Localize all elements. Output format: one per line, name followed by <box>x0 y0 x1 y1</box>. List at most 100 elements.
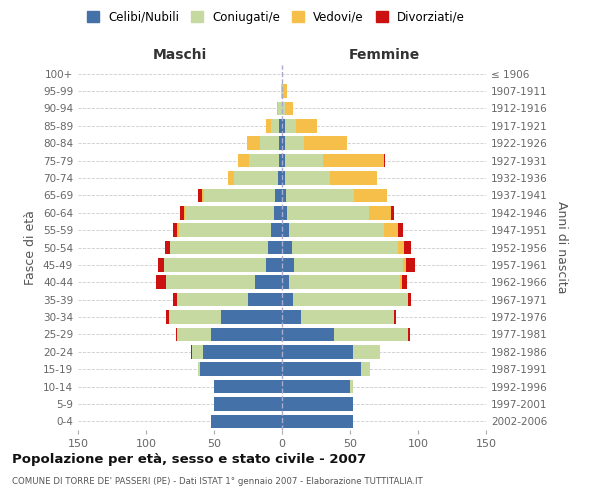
Bar <box>221 310 282 324</box>
Bar <box>282 224 289 237</box>
Bar <box>266 119 271 132</box>
Bar <box>282 258 294 272</box>
Bar <box>203 345 282 358</box>
Bar <box>260 136 279 150</box>
Bar <box>285 119 296 132</box>
Bar <box>282 293 293 306</box>
Bar <box>334 328 409 341</box>
Text: Femmine: Femmine <box>349 48 419 62</box>
Bar <box>202 188 205 202</box>
Bar <box>304 136 347 150</box>
Bar <box>158 258 164 272</box>
Text: Popolazione per età, sesso e stato civile - 2007: Popolazione per età, sesso e stato civil… <box>12 452 366 466</box>
Text: Maschi: Maschi <box>153 48 207 62</box>
Bar <box>214 397 282 410</box>
Bar <box>398 240 404 254</box>
Bar <box>255 276 282 289</box>
Bar <box>177 293 248 306</box>
Bar <box>282 84 283 98</box>
Bar <box>354 188 387 202</box>
Bar <box>278 102 282 115</box>
Bar <box>285 171 329 185</box>
Bar <box>279 119 282 132</box>
Bar <box>281 84 282 98</box>
Bar <box>169 310 221 324</box>
Bar <box>282 310 301 324</box>
Bar <box>282 328 334 341</box>
Bar <box>282 171 285 185</box>
Bar <box>282 345 353 358</box>
Bar <box>282 188 286 202</box>
Bar <box>176 328 177 341</box>
Bar <box>278 171 282 185</box>
Bar <box>166 310 169 324</box>
Bar <box>398 224 403 237</box>
Bar <box>266 258 282 272</box>
Bar <box>394 310 396 324</box>
Bar <box>350 380 353 394</box>
Bar <box>279 136 282 150</box>
Y-axis label: Anni di nascita: Anni di nascita <box>556 201 568 294</box>
Bar <box>329 171 377 185</box>
Bar <box>277 102 278 115</box>
Bar <box>235 171 278 185</box>
Bar <box>177 328 211 341</box>
Legend: Celibi/Nubili, Coniugati/e, Vedovi/e, Divorziati/e: Celibi/Nubili, Coniugati/e, Vedovi/e, Di… <box>82 6 470 28</box>
Bar <box>323 154 384 168</box>
Bar <box>289 276 400 289</box>
Bar <box>282 414 353 428</box>
Bar <box>404 240 411 254</box>
Bar <box>185 206 274 220</box>
Bar <box>177 224 179 237</box>
Bar <box>400 276 401 289</box>
Bar <box>285 136 304 150</box>
Bar <box>292 240 398 254</box>
Bar <box>282 119 285 132</box>
Bar <box>289 224 384 237</box>
Bar <box>282 136 285 150</box>
Bar <box>282 240 292 254</box>
Bar <box>401 276 407 289</box>
Bar <box>409 293 411 306</box>
Bar <box>170 240 268 254</box>
Bar <box>214 380 282 394</box>
Bar <box>227 171 235 185</box>
Text: COMUNE DI TORRE DE' PASSERI (PE) - Dati ISTAT 1° gennaio 2007 - Elaborazione TUT: COMUNE DI TORRE DE' PASSERI (PE) - Dati … <box>12 478 423 486</box>
Bar <box>166 276 255 289</box>
Bar <box>268 240 282 254</box>
Bar <box>197 362 200 376</box>
Bar <box>293 293 409 306</box>
Bar <box>301 310 394 324</box>
Bar <box>247 136 260 150</box>
Bar <box>286 188 354 202</box>
Bar <box>282 380 350 394</box>
Bar <box>164 258 266 272</box>
Bar <box>283 84 287 98</box>
Bar <box>369 206 391 220</box>
Bar <box>384 224 398 237</box>
Bar <box>282 154 285 168</box>
Bar <box>271 224 282 237</box>
Bar <box>155 276 166 289</box>
Bar <box>271 119 279 132</box>
Bar <box>391 206 394 220</box>
Bar <box>282 276 289 289</box>
Bar <box>406 258 415 272</box>
Bar <box>384 154 385 168</box>
Bar <box>173 293 177 306</box>
Bar <box>282 397 353 410</box>
Bar <box>409 328 410 341</box>
Bar <box>191 345 192 358</box>
Bar <box>282 102 285 115</box>
Bar <box>282 362 361 376</box>
Bar <box>282 206 287 220</box>
Bar <box>353 345 380 358</box>
Bar <box>275 188 282 202</box>
Bar <box>274 206 282 220</box>
Bar <box>200 362 282 376</box>
Bar <box>403 258 406 272</box>
Y-axis label: Fasce di età: Fasce di età <box>25 210 37 285</box>
Bar <box>296 119 317 132</box>
Bar <box>184 206 185 220</box>
Bar <box>361 362 370 376</box>
